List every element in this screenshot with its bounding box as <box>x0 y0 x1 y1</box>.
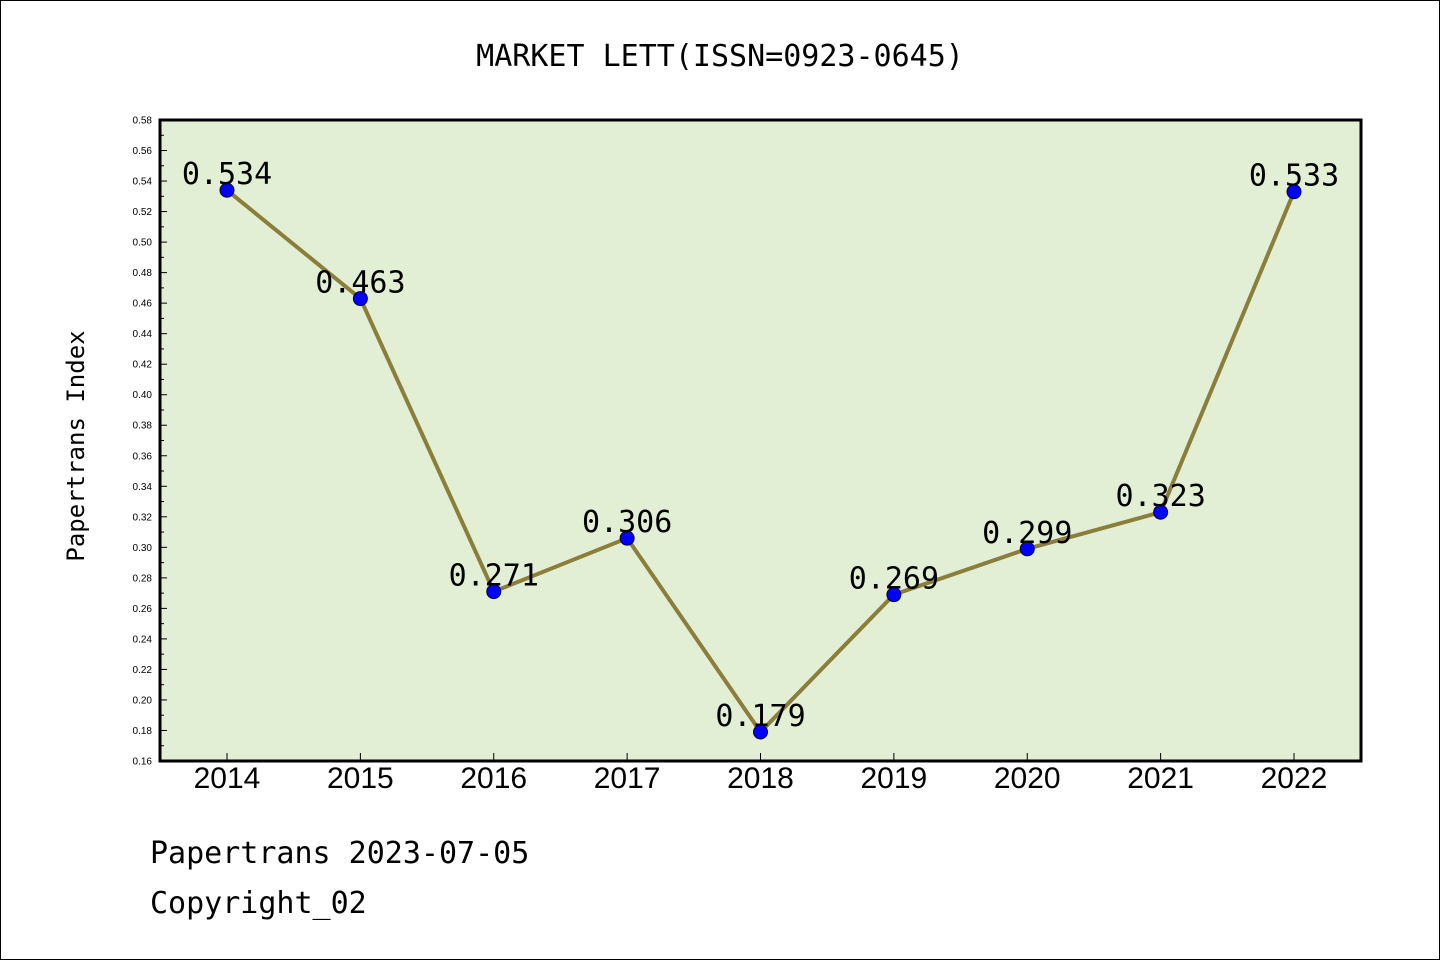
y-tick-label: 0.58 <box>133 116 153 127</box>
y-tick-label: 0.56 <box>133 146 153 157</box>
data-point <box>219 182 235 198</box>
y-tick-label: 0.16 <box>133 757 153 768</box>
data-point <box>1286 184 1302 200</box>
y-tick-label: 0.30 <box>133 543 153 554</box>
data-point <box>1019 541 1035 557</box>
y-tick-label: 0.36 <box>133 451 153 462</box>
data-label: 0.269 <box>849 562 939 597</box>
x-tick-label: 2015 <box>327 762 394 795</box>
data-label: 0.463 <box>315 266 405 301</box>
data-labels: 0.534 0.463 0.271 0.306 0.179 0.269 0.299 0.323… <box>182 157 1339 734</box>
y-tick-label: 0.44 <box>133 329 153 340</box>
data-point <box>486 584 502 600</box>
data-label: 0.323 <box>1115 479 1205 514</box>
x-tick-label: 2017 <box>594 762 661 795</box>
data-label: 0.306 <box>582 505 672 540</box>
y-tick-label: 0.26 <box>133 604 153 615</box>
y-tick-label: 0.32 <box>133 512 153 523</box>
data-point <box>619 530 635 546</box>
footer-date: Papertrans 2023-07-05 <box>150 836 530 871</box>
x-tick-label: 2019 <box>861 762 928 795</box>
y-tick-label: 0.52 <box>133 207 153 218</box>
x-axis: 2014 2015 2016 2017 2018 2019 2020 2021 2022 <box>194 753 1328 795</box>
y-axis: 0.16 0.18 0.20 0.22 0.24 0.26 0.28 0.30 0.32 0.34… <box>133 116 167 768</box>
y-tick-label: 0.46 <box>133 299 153 310</box>
y-axis-label: Papertrans Index <box>62 330 90 561</box>
y-tick-label: 0.48 <box>133 268 153 279</box>
data-point <box>753 724 768 740</box>
data-point <box>886 587 902 603</box>
x-tick-label: 2018 <box>727 762 794 795</box>
plot-area <box>158 118 1363 763</box>
y-tick-label: 0.28 <box>133 573 153 584</box>
y-tick-label: 0.54 <box>133 177 153 188</box>
data-point <box>1153 504 1169 520</box>
y-tick-label: 0.20 <box>133 695 153 706</box>
y-tick-label: 0.24 <box>133 634 153 645</box>
data-point <box>352 291 368 307</box>
data-label: 0.271 <box>449 559 539 594</box>
x-tick-label: 2020 <box>994 762 1061 795</box>
data-label: 0.533 <box>1249 159 1339 194</box>
y-tick-label: 0.34 <box>133 482 153 493</box>
data-label: 0.534 <box>182 157 272 192</box>
x-tick-label: 2016 <box>460 762 527 795</box>
data-label: 0.299 <box>982 516 1072 551</box>
y-tick-label: 0.38 <box>133 421 153 432</box>
y-tick-label: 0.50 <box>133 238 153 249</box>
data-label: 0.179 <box>715 699 805 734</box>
footer-copyright: Copyright_02 <box>150 886 367 921</box>
data-series <box>219 182 1302 740</box>
x-tick-label: 2014 <box>194 762 261 795</box>
y-tick-label: 0.40 <box>133 390 153 401</box>
x-tick-label: 2022 <box>1261 762 1328 795</box>
y-tick-label: 0.18 <box>133 726 153 737</box>
y-tick-label: 0.22 <box>133 665 153 676</box>
x-tick-label: 2021 <box>1127 762 1194 795</box>
y-tick-label: 0.42 <box>133 360 153 371</box>
chart-title: MARKET LETT(ISSN=0923-0645) <box>476 39 964 74</box>
